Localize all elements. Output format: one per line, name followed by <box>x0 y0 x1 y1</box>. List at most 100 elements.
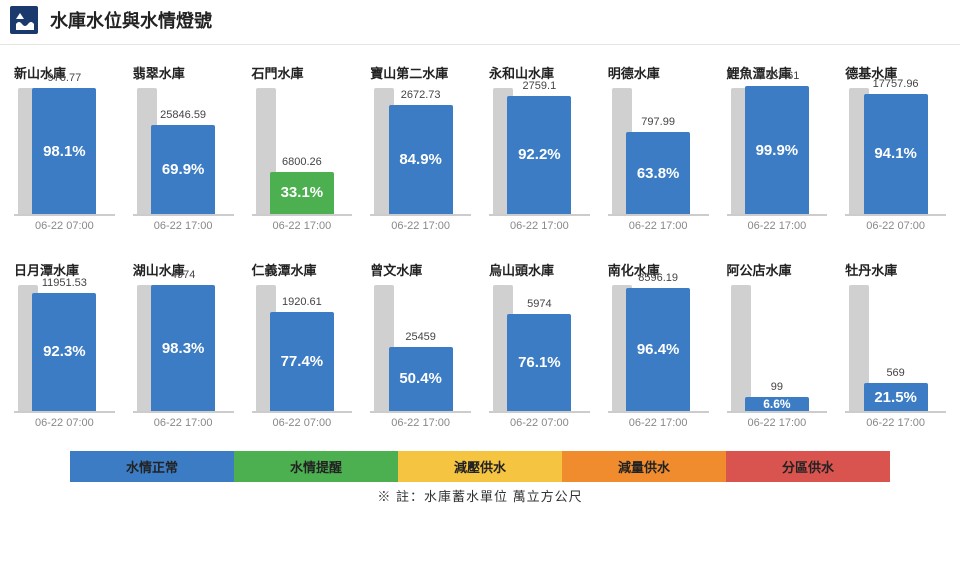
reservoir-card[interactable]: 日月潭水庫11951.5392.3%06-22 07:00 <box>14 260 115 429</box>
legend-label: 減壓供水 <box>454 460 506 475</box>
fill-bar: 56921.5% <box>864 383 928 411</box>
fill-bar: 1920.6177.4% <box>270 312 334 411</box>
legend-label: 水情正常 <box>126 460 178 475</box>
percent-value: 84.9% <box>399 151 442 168</box>
update-time: 06-22 17:00 <box>370 417 471 429</box>
fill-bar: 8596.1996.4% <box>626 288 690 411</box>
percent-value: 69.9% <box>162 161 205 178</box>
storage-value: 797.99 <box>626 116 690 128</box>
reservoir-chart: 976.7798.1% <box>14 88 115 216</box>
reservoir-chart: 2672.73 84.9% <box>370 88 471 216</box>
percent-value: 92.2% <box>518 146 561 163</box>
header: 水庫水位與水情燈號 <box>0 0 960 45</box>
update-time: 06-22 17:00 <box>608 417 709 429</box>
percent-value: 94.1% <box>874 145 917 162</box>
reservoir-name: 寶山第二水庫 <box>370 63 471 82</box>
reservoir-card[interactable]: 阿公店水庫 996.6% 06-22 17:00 <box>727 260 828 429</box>
update-time: 06-22 17:00 <box>727 417 828 429</box>
reservoir-card[interactable]: 翡翠水庫25846.5969.9%06-22 17:00 <box>133 63 234 232</box>
legend-label: 水情提醒 <box>290 460 342 475</box>
reservoir-card[interactable]: 鯉魚潭水庫11537.6199.9%06-22 17:00 <box>727 63 828 232</box>
reservoir-card[interactable]: 明德水庫 797.99 63.8% 06-22 17:00 <box>608 63 709 232</box>
percent-value: 33.1% <box>281 184 324 201</box>
reservoir-chart: 996.6% <box>727 285 828 413</box>
storage-value: 8596.19 <box>626 272 690 284</box>
percent-value: 99.9% <box>756 142 799 159</box>
reservoir-name: 明德水庫 <box>608 63 709 82</box>
fill-bar: 11951.5392.3% <box>32 293 96 411</box>
fill-bar: 2545950.4% <box>389 347 453 412</box>
storage-value: 2672.73 <box>389 89 453 101</box>
fill-bar: 597476.1% <box>507 314 571 411</box>
reservoir-name: 阿公店水庫 <box>727 260 828 279</box>
reservoir-chart: 56921.5% <box>845 285 946 413</box>
reservoir-card[interactable]: 曾文水庫2545950.4%06-22 17:00 <box>370 260 471 429</box>
storage-value: 569 <box>864 367 928 379</box>
legend-label: 分區供水 <box>782 460 834 475</box>
reservoir-chart: 25846.59 69.9% <box>133 88 234 216</box>
reservoir-card[interactable]: 仁義潭水庫 1920.6177.4% 06-22 07:00 <box>252 260 353 429</box>
fill-bar: 6800.2633.1% <box>270 172 334 214</box>
reservoir-name: 烏山頭水庫 <box>489 260 590 279</box>
reservoir-chart: 8596.1996.4% <box>608 285 709 413</box>
reservoir-card[interactable]: 永和山水庫2759.192.2%06-22 17:00 <box>489 63 590 232</box>
update-time: 06-22 07:00 <box>14 220 115 232</box>
footnote: ※ 註：水庫蓄水單位 萬立方公尺 <box>0 486 960 505</box>
reservoir-card[interactable]: 德基水庫17757.9694.1%06-22 07:00 <box>845 63 946 232</box>
legend-item: 水情提醒 <box>234 451 398 482</box>
reservoir-card[interactable]: 牡丹水庫56921.5%06-22 17:00 <box>845 260 946 429</box>
storage-value: 11951.53 <box>32 277 96 289</box>
reservoir-grid: 新山水庫976.7798.1%06-22 07:00翡翠水庫25846.5969… <box>0 45 960 443</box>
storage-value: 17757.96 <box>864 78 928 90</box>
fill-bar: 25846.5969.9% <box>151 125 215 214</box>
legend-label: 減量供水 <box>618 460 670 475</box>
legend-item: 減壓供水 <box>398 451 562 482</box>
update-time: 06-22 17:00 <box>727 220 828 232</box>
reservoir-card[interactable]: 湖山水庫497498.3%06-22 17:00 <box>133 260 234 429</box>
reservoir-chart: 1920.6177.4% <box>252 285 353 413</box>
fill-bar: 2759.192.2% <box>507 96 571 214</box>
storage-value: 25846.59 <box>151 109 215 121</box>
update-time: 06-22 17:00 <box>608 220 709 232</box>
percent-value: 6.6% <box>763 397 790 411</box>
fill-bar: 17757.9694.1% <box>864 94 928 214</box>
reservoir-chart: 11951.5392.3% <box>14 285 115 413</box>
reservoir-chart: 11537.6199.9% <box>727 88 828 216</box>
reservoir-chart: 6800.26 33.1% <box>252 88 353 216</box>
percent-value: 63.8% <box>637 165 680 182</box>
reservoir-name: 牡丹水庫 <box>845 260 946 279</box>
percent-value: 98.1% <box>43 143 86 160</box>
reservoir-icon <box>10 6 38 34</box>
fill-bar: 797.9963.8% <box>626 132 690 214</box>
storage-value: 2759.1 <box>507 80 571 92</box>
reservoir-chart: 797.99 63.8% <box>608 88 709 216</box>
percent-value: 92.3% <box>43 343 86 360</box>
percent-value: 98.3% <box>162 340 205 357</box>
update-time: 06-22 17:00 <box>133 417 234 429</box>
storage-value: 4974 <box>151 269 215 281</box>
storage-value: 6800.26 <box>270 156 334 168</box>
reservoir-card[interactable]: 寶山第二水庫2672.7384.9%06-22 17:00 <box>370 63 471 232</box>
reservoir-chart: 2545950.4% <box>370 285 471 413</box>
storage-value: 11537.61 <box>745 70 809 82</box>
percent-value: 76.1% <box>518 354 561 371</box>
reservoir-card[interactable]: 新山水庫976.7798.1%06-22 07:00 <box>14 63 115 232</box>
reservoir-card[interactable]: 石門水庫 6800.26 33.1% 06-22 17:00 <box>252 63 353 232</box>
storage-value: 1920.61 <box>270 296 334 308</box>
update-time: 06-22 07:00 <box>252 417 353 429</box>
legend-item: 減量供水 <box>562 451 726 482</box>
reservoir-name: 石門水庫 <box>252 63 353 82</box>
reservoir-name: 仁義潭水庫 <box>252 260 353 279</box>
status-legend: 水情正常 水情提醒 減壓供水 減量供水 分區供水 <box>70 451 890 482</box>
update-time: 06-22 07:00 <box>14 417 115 429</box>
fill-bar: 497498.3% <box>151 285 215 411</box>
update-time: 06-22 17:00 <box>252 220 353 232</box>
reservoir-name: 翡翠水庫 <box>133 63 234 82</box>
storage-value: 976.77 <box>32 72 96 84</box>
reservoir-card[interactable]: 烏山頭水庫597476.1%06-22 07:00 <box>489 260 590 429</box>
fill-bar: 976.7798.1% <box>32 88 96 214</box>
reservoir-chart: 5974 76.1% <box>489 285 590 413</box>
reservoir-card[interactable]: 南化水庫8596.1996.4%06-22 17:00 <box>608 260 709 429</box>
storage-value: 5974 <box>507 298 571 310</box>
legend-item: 分區供水 <box>726 451 890 482</box>
